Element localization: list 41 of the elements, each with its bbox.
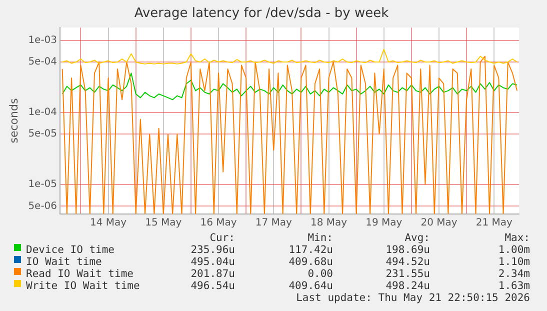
text: 117.42u [288,244,333,256]
text: 495.04u [190,256,235,268]
x-tick-label: 14 May [90,218,127,229]
x-tick-label: 16 May [200,218,237,229]
text: 235.96u [190,244,235,256]
text: 198.69u [386,244,430,256]
legend-label: Device IO time [26,244,115,256]
legend-label: Write IO Wait time [26,280,140,292]
y-tick-label: 5e-06 [28,200,58,212]
x-tick-label: 18 May [310,218,348,229]
text: 1.63m [498,280,530,292]
text: Avg: [404,232,430,244]
text: Last update: Thu May 21 22:50:15 2026 [296,292,530,304]
text: 2.34m [498,268,530,280]
text: 496.54u [190,280,235,292]
text: 201.87u [190,268,235,280]
y-tick-label: 1e-03 [28,34,58,46]
text: Cur: [210,232,235,244]
text: 1.10m [498,256,530,268]
text: 1.00m [498,244,530,256]
text: Min: [308,232,333,244]
text: 231.55u [386,268,430,280]
x-tick-label: 20 May [420,218,458,229]
y-tick-label: 5e-05 [28,128,58,140]
legend-label: IO Wait time [26,256,102,268]
text: 494.52u [386,256,430,268]
x-tick-label: 15 May [145,218,182,229]
text: 409.68u [288,256,333,268]
x-tick-label: 17 May [255,218,292,229]
y-axis-title: seconds [7,98,20,144]
y-tick-label: 1e-05 [28,179,58,190]
y-tick-label: 1e-04 [28,107,58,118]
text: 498.24u [386,280,430,292]
legend-label: Read IO Wait time [26,268,134,280]
text: 0.00 [308,268,333,280]
x-tick-label: 21 May [476,218,512,229]
x-tick-label: 19 May [366,218,402,229]
chart-title: Average latency for /dev/sda - by week [134,6,390,22]
text: Max: [504,232,530,244]
text: 409.64u [288,280,333,292]
y-tick-label: 5e-04 [28,56,58,68]
